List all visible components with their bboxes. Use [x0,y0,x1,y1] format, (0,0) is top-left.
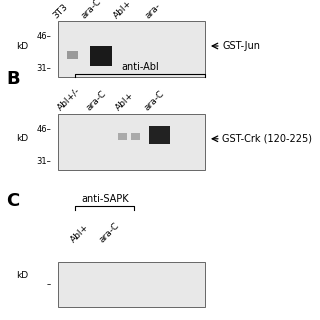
Bar [67,51,78,59]
Bar [149,126,170,144]
Bar [58,262,205,307]
Text: GST-Jun: GST-Jun [222,41,260,51]
Text: Abl+: Abl+ [69,223,91,245]
Bar [90,46,112,66]
Text: anti-Abl: anti-Abl [121,62,159,72]
Text: 31–: 31– [36,64,51,73]
Text: B: B [6,70,20,88]
Text: 3T3: 3T3 [51,3,69,21]
Text: ara-C: ara-C [80,0,104,21]
Text: –: – [47,280,51,289]
Text: GST-Crk (120-225): GST-Crk (120-225) [222,134,312,144]
Text: kD: kD [16,42,28,51]
Text: kD: kD [16,134,28,143]
Text: ara-C: ara-C [85,89,108,112]
Bar [58,114,205,170]
Text: 46–: 46– [36,32,51,41]
Text: C: C [6,192,20,210]
Bar [58,21,205,77]
Text: Abl+: Abl+ [114,90,136,112]
Text: ara-C: ara-C [98,221,121,245]
Text: 46–: 46– [36,125,51,134]
Text: Abl+: Abl+ [112,0,134,21]
Text: kD: kD [16,271,28,280]
Text: ara-: ara- [144,2,163,21]
Text: anti-SAPK: anti-SAPK [81,195,129,204]
Text: Abl+/-: Abl+/- [56,86,82,112]
Text: ara-C: ara-C [142,89,166,112]
Text: 31–: 31– [36,157,51,166]
Bar [118,133,127,140]
Bar [131,133,140,140]
